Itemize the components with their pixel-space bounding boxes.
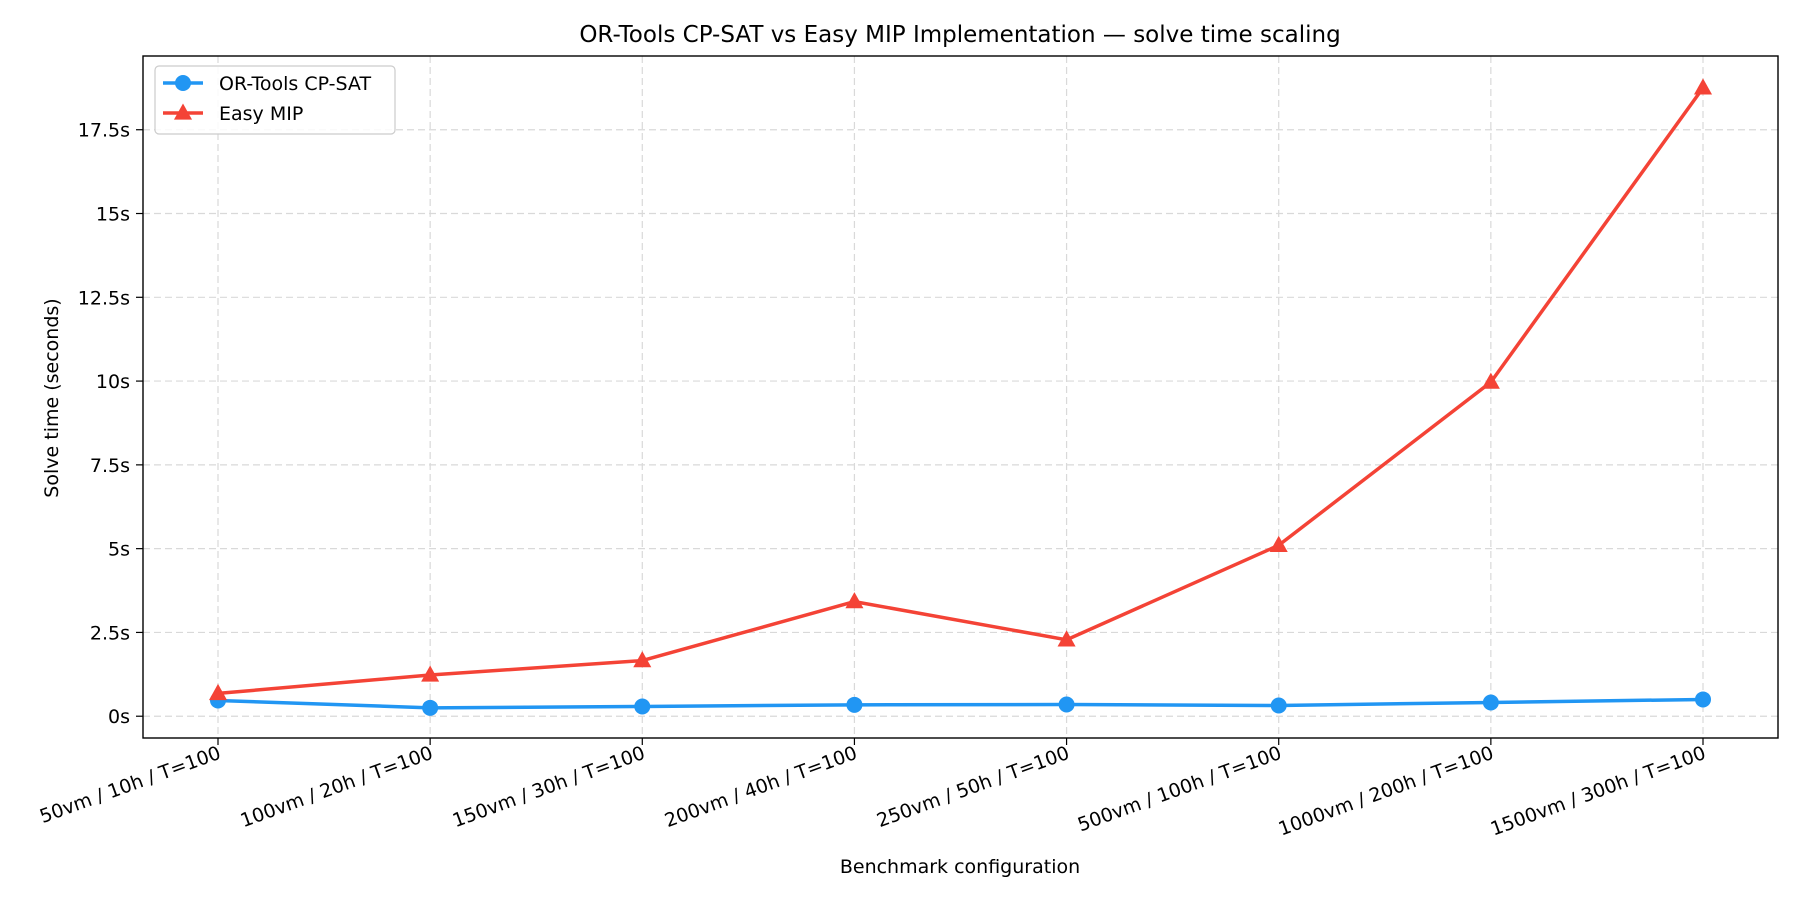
y-tick-label: 5s <box>108 539 130 561</box>
data-point <box>634 698 651 715</box>
legend-swatch-marker <box>173 103 193 120</box>
y-tick-label: 10s <box>96 371 130 393</box>
series-layer <box>208 78 1713 716</box>
y-tick-label: 12.5s <box>78 287 130 309</box>
series-line <box>216 697 1705 710</box>
plot-area <box>142 55 1779 739</box>
y-tick-label: 17.5s <box>78 120 130 142</box>
data-point <box>1269 535 1288 552</box>
data-point <box>1481 372 1500 389</box>
y-tick-label: 7.5s <box>90 455 130 477</box>
grid <box>143 56 1778 738</box>
y-axis-label: Solve time (seconds) <box>41 298 63 497</box>
data-point <box>1695 691 1711 708</box>
data-point <box>422 699 439 716</box>
data-point <box>845 592 864 609</box>
legend-box <box>154 65 396 135</box>
data-point <box>846 696 863 713</box>
data-point <box>1693 78 1713 95</box>
legend-swatch-marker <box>175 75 191 91</box>
data-point <box>208 683 228 701</box>
x-axis-label: Benchmark configuration <box>840 856 1080 878</box>
y-tick-label: 15s <box>96 204 130 226</box>
data-point <box>421 665 440 682</box>
series-easy-mip <box>208 78 1713 701</box>
legend-label: Easy MIP <box>219 103 303 125</box>
data-point <box>1057 630 1076 647</box>
legend-label: OR-Tools CP-SAT <box>219 73 371 95</box>
data-point <box>1482 694 1499 711</box>
plot-background <box>143 56 1778 738</box>
y-tick-label: 2.5s <box>90 622 130 644</box>
data-point <box>633 651 652 668</box>
chart-title: OR-Tools CP-SAT vs Easy MIP Implementati… <box>579 22 1340 48</box>
y-tick-label: 0s <box>108 706 130 728</box>
series-line <box>216 86 1705 696</box>
data-point <box>1058 696 1075 713</box>
y-axis: 0s 2.5s 5s 7.5s 10s 12.5s 15s 17.5s <box>78 120 143 728</box>
plot-frame <box>142 55 1779 739</box>
legend: OR-Tools CP-SAT Easy MIP <box>154 65 396 135</box>
data-point <box>1270 697 1287 714</box>
